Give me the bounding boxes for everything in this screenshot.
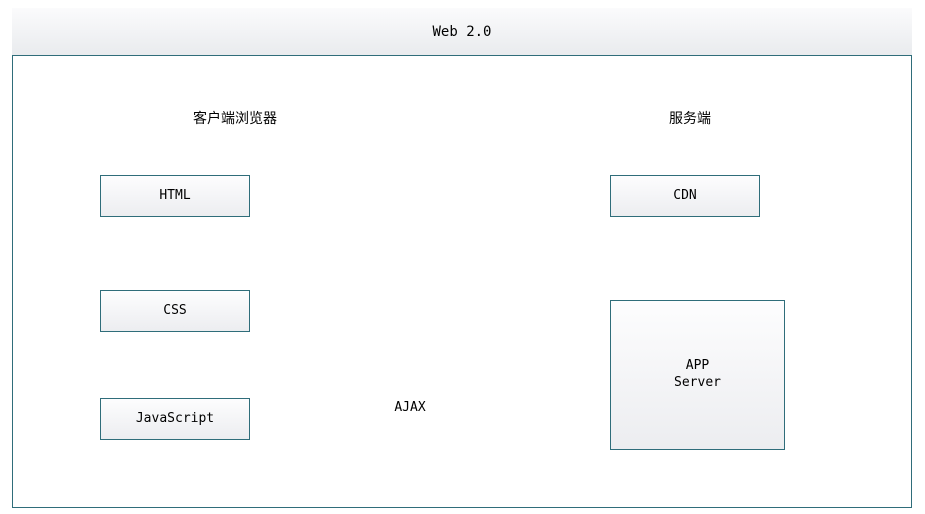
- node-app: APP Server: [610, 300, 785, 450]
- node-css: CSS: [100, 290, 250, 332]
- diagram-canvas: Web 2.0 客户端浏览器 服务端 AJAX HTML CSS JavaScript CDN…: [0, 0, 925, 514]
- node-cdn: CDN: [610, 175, 760, 217]
- node-js: JavaScript: [100, 398, 250, 440]
- section-title-client: 客户端浏览器: [135, 108, 335, 128]
- diagram-title: Web 2.0: [12, 8, 912, 56]
- section-title-server: 服务端: [590, 108, 790, 128]
- node-html: HTML: [100, 175, 250, 217]
- edge-label-js-to-app: AJAX: [370, 400, 450, 415]
